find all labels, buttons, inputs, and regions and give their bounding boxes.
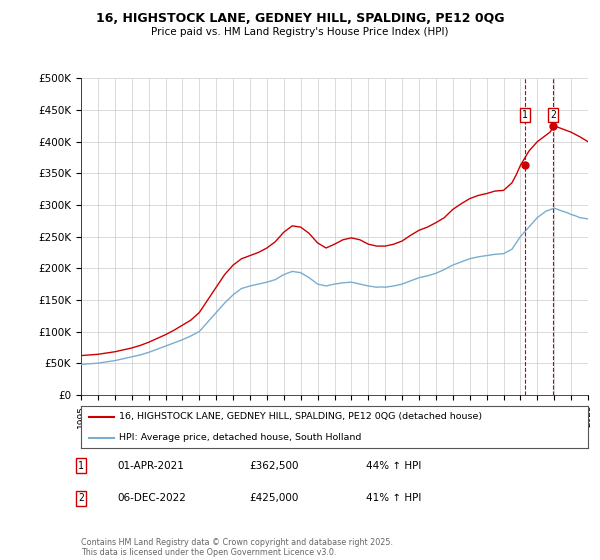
Text: £362,500: £362,500: [249, 461, 299, 471]
Text: Price paid vs. HM Land Registry's House Price Index (HPI): Price paid vs. HM Land Registry's House …: [151, 27, 449, 37]
Text: Contains HM Land Registry data © Crown copyright and database right 2025.
This d: Contains HM Land Registry data © Crown c…: [81, 538, 393, 557]
Text: 41% ↑ HPI: 41% ↑ HPI: [366, 493, 421, 503]
Text: 01-APR-2021: 01-APR-2021: [117, 461, 184, 471]
Text: 44% ↑ HPI: 44% ↑ HPI: [366, 461, 421, 471]
Text: 16, HIGHSTOCK LANE, GEDNEY HILL, SPALDING, PE12 0QG: 16, HIGHSTOCK LANE, GEDNEY HILL, SPALDIN…: [96, 12, 504, 25]
Text: 2: 2: [78, 493, 84, 503]
Text: £425,000: £425,000: [249, 493, 298, 503]
Text: 2: 2: [550, 110, 556, 120]
Text: 1: 1: [521, 110, 527, 120]
Text: HPI: Average price, detached house, South Holland: HPI: Average price, detached house, Sout…: [119, 433, 361, 442]
Text: 1: 1: [78, 461, 84, 471]
Text: 16, HIGHSTOCK LANE, GEDNEY HILL, SPALDING, PE12 0QG (detached house): 16, HIGHSTOCK LANE, GEDNEY HILL, SPALDIN…: [119, 412, 482, 421]
Text: 06-DEC-2022: 06-DEC-2022: [117, 493, 186, 503]
